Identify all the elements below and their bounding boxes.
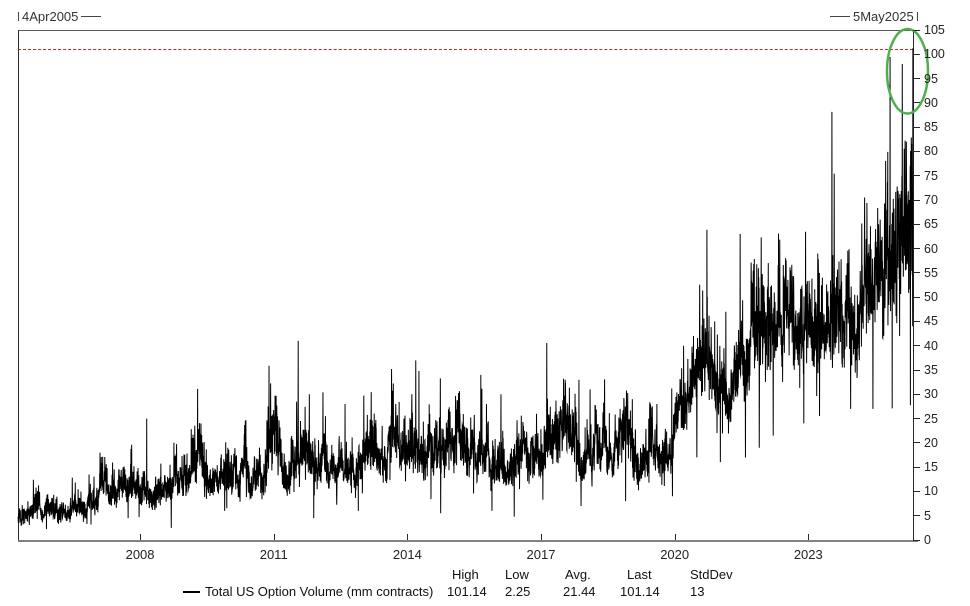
stat-header-stddev: StdDev bbox=[690, 567, 733, 582]
stat-value-last: 101.14 bbox=[620, 584, 660, 599]
stat-header-avg: Avg. bbox=[565, 567, 591, 582]
stat-header-last: Last bbox=[627, 567, 652, 582]
y-axis-tick-40 bbox=[913, 345, 920, 347]
y-axis-tick-100 bbox=[913, 53, 920, 55]
y-axis-tick-35 bbox=[913, 369, 920, 371]
series-label: Total US Option Volume (mm contracts) bbox=[205, 584, 434, 599]
y-axis-tick-80 bbox=[913, 150, 920, 152]
stat-col-avg: Avg. 21.44 bbox=[563, 567, 596, 599]
y-axis-label-0: 0 bbox=[924, 533, 931, 547]
x-axis-label-2023: 2023 bbox=[793, 547, 823, 562]
y-axis-tick-95 bbox=[913, 78, 920, 80]
y-axis-label-65: 65 bbox=[924, 217, 938, 232]
x-axis-label-2014: 2014 bbox=[392, 547, 422, 562]
y-axis-label-25: 25 bbox=[924, 411, 938, 426]
y-axis-tick-5 bbox=[913, 515, 920, 517]
stat-header-low: Low bbox=[505, 567, 529, 582]
y-axis-label-95: 95 bbox=[924, 71, 938, 86]
x-axis-tick-2011 bbox=[273, 534, 275, 540]
series-line-swatch-icon bbox=[183, 590, 200, 593]
x-axis-tick-2008 bbox=[140, 534, 142, 540]
stat-header-high: High bbox=[452, 567, 479, 582]
y-axis-label-15: 15 bbox=[924, 460, 938, 475]
y-axis-label-20: 20 bbox=[924, 435, 938, 450]
stat-value-low: 2.25 bbox=[505, 584, 531, 599]
y-axis-label-100: 100 bbox=[924, 47, 945, 62]
y-axis-label-45: 45 bbox=[924, 314, 938, 329]
y-axis-tick-90 bbox=[913, 102, 920, 104]
y-axis-tick-60 bbox=[913, 248, 920, 250]
y-axis-tick-70 bbox=[913, 199, 920, 201]
y-axis-label-80: 80 bbox=[924, 144, 938, 159]
y-axis-tick-65 bbox=[913, 223, 920, 225]
y-axis-tick-85 bbox=[913, 126, 920, 128]
stat-col-high: High 101.14 bbox=[447, 567, 487, 599]
stat-col-low: Low 2.25 bbox=[505, 567, 530, 599]
y-axis-label-30: 30 bbox=[924, 387, 938, 402]
stat-col-last: Last 101.14 bbox=[620, 567, 660, 599]
x-axis-label-2008: 2008 bbox=[125, 547, 155, 562]
y-axis-label-10: 10 bbox=[924, 484, 938, 499]
x-axis-tick-2017 bbox=[541, 534, 542, 540]
x-axis-tick-2020 bbox=[674, 534, 676, 540]
legend: Total US Option Volume (mm contracts) bbox=[183, 584, 433, 599]
y-axis-tick-15 bbox=[913, 466, 920, 468]
highlight-ellipse-annotation bbox=[885, 27, 930, 115]
y-axis-tick-20 bbox=[913, 442, 920, 444]
stat-value-stddev: 13 bbox=[690, 584, 705, 599]
y-axis-tick-30 bbox=[913, 393, 920, 395]
y-axis-tick-0 bbox=[913, 539, 920, 541]
y-axis-label-70: 70 bbox=[924, 193, 938, 207]
x-axis-tick-2023 bbox=[808, 534, 810, 540]
y-axis-label-55: 55 bbox=[924, 265, 938, 280]
x-axis-label-2011: 2011 bbox=[259, 547, 288, 562]
y-axis-label-50: 50 bbox=[924, 290, 938, 305]
stat-value-avg: 21.44 bbox=[563, 584, 596, 599]
x-axis-label-2020: 2020 bbox=[660, 547, 690, 562]
y-axis-label-60: 60 bbox=[924, 241, 938, 256]
y-axis-label-85: 85 bbox=[924, 120, 938, 135]
y-axis-tick-45 bbox=[913, 320, 920, 322]
y-axis-tick-55 bbox=[913, 272, 920, 274]
x-axis-label-2017: 2017 bbox=[526, 547, 556, 562]
y-axis-label-35: 35 bbox=[924, 363, 938, 377]
y-axis-label-90: 90 bbox=[924, 95, 938, 110]
y-axis-label-5: 5 bbox=[924, 508, 931, 523]
stat-col-stddev: StdDev 13 bbox=[690, 567, 733, 599]
y-axis-tick-75 bbox=[913, 175, 920, 177]
y-axis-label-105: 105 bbox=[924, 23, 945, 37]
x-axis-tick-2014 bbox=[407, 534, 409, 540]
stat-value-high: 101.14 bbox=[447, 584, 487, 599]
y-axis-tick-25 bbox=[913, 418, 920, 420]
y-axis-tick-105 bbox=[913, 29, 920, 31]
y-axis-tick-10 bbox=[913, 490, 920, 492]
y-axis-label-75: 75 bbox=[924, 168, 938, 183]
y-axis-tick-50 bbox=[913, 296, 920, 298]
y-axis-label-40: 40 bbox=[924, 338, 938, 353]
